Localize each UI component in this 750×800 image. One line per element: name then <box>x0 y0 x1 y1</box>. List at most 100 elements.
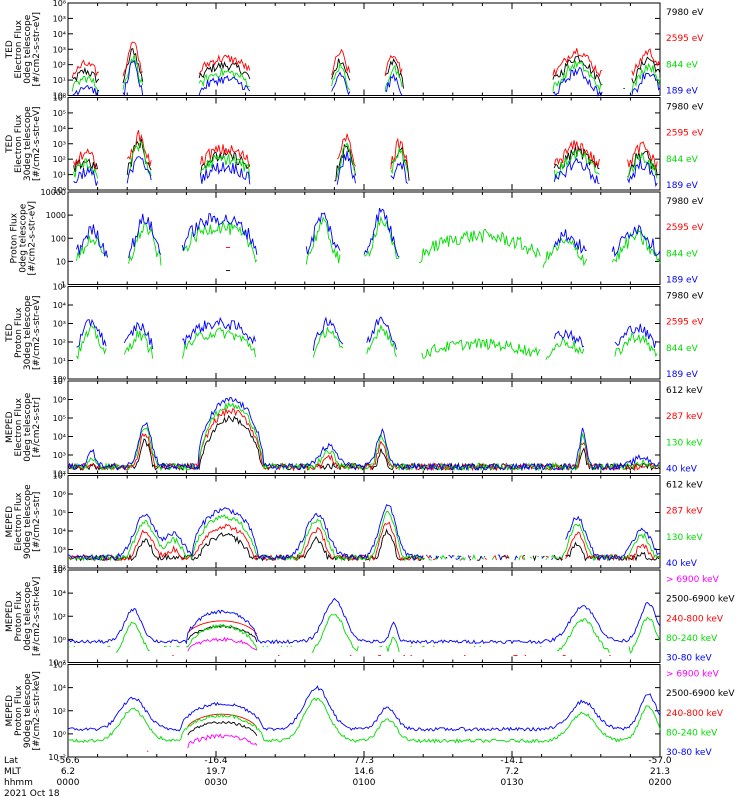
y-tick-label: 10⁰ <box>53 186 66 195</box>
series-line-30-80-kev <box>67 597 661 645</box>
legend-entry: 2595 eV <box>666 223 704 233</box>
y-axis-label-line: 30deg telescope <box>23 295 33 370</box>
y-tick-label: 10⁸ <box>53 0 66 8</box>
series-line-844-ev <box>76 215 661 268</box>
legend-entry: 844 eV <box>666 60 699 70</box>
y-axis-label-line: 30deg telescope <box>23 106 33 181</box>
legend-entry: 40 keV <box>666 559 698 569</box>
y-tick-label: 100 <box>51 234 66 243</box>
x-tick-label-mlt: 6.2 <box>61 767 75 777</box>
chart-panel-8: MEPED Proton Flux 90deg telescope [#/cm2-s-… <box>5 661 735 763</box>
y-tick-label: 10⁴ <box>53 301 66 310</box>
x-tick-label-lat: -57.0 <box>648 756 672 766</box>
y-tick-label: 10² <box>53 155 66 164</box>
series-line-40-kev <box>67 504 660 562</box>
y-tick-label: 10⁵ <box>53 283 66 292</box>
y-axis-label-line: MEPED <box>5 506 15 538</box>
x-tick-label-hhmm: 0000 <box>57 778 80 788</box>
x-tick-label-hhmm: 0100 <box>353 778 376 788</box>
legend-entry: 240-800 keV <box>666 709 724 719</box>
y-tick-label: 10³ <box>53 451 66 460</box>
y-tick-label: 10³ <box>53 45 66 54</box>
y-axis-label-line: Proton Flux <box>14 590 24 641</box>
x-tick-label-hhmm: 0030 <box>205 778 228 788</box>
legend-entry: 80-240 keV <box>666 634 718 644</box>
series-line-80-240-kev <box>67 697 661 744</box>
plot-frame <box>67 286 661 380</box>
series-line-2595-ev <box>71 41 661 78</box>
x-tick-label-mlt: 19.7 <box>206 767 226 777</box>
legend-entry: 189 eV <box>666 87 699 97</box>
legend-entry: 2595 eV <box>666 129 704 139</box>
legend-entry: 30-80 keV <box>666 748 712 758</box>
y-axis-label-line: [#/cm2-s-str-eV] <box>32 12 42 87</box>
x-tick-label-lat: -14.1 <box>500 756 523 766</box>
series-line-189-ev <box>73 150 658 188</box>
legend-entry: 844 eV <box>666 249 699 259</box>
plot-frame <box>67 569 661 663</box>
chart-panel-7: MEPED Proton Flux 0deg telescope [#/cm2-s-s… <box>5 566 735 668</box>
y-axis-label-line: [#/cm2-s-str-keV] <box>32 577 42 656</box>
y-tick-label: 10³ <box>53 546 66 555</box>
y-axis-label-line: [#/cm2-s-str-keV] <box>32 671 42 750</box>
y-axis-label-line: MEPED <box>5 411 15 443</box>
y-tick-label: 10⁰ <box>53 730 66 739</box>
y-tick-label: 10⁻² <box>48 753 66 762</box>
legend-entry: > 6900 keV <box>666 575 720 585</box>
legend-entry: 40 keV <box>666 465 698 475</box>
legend-entry: 612 keV <box>666 481 703 491</box>
legend-entry: 7980 eV <box>666 292 704 302</box>
x-tick-label-lat: -16.4 <box>204 756 228 766</box>
y-tick-label: 10² <box>53 61 66 70</box>
y-axis-label-line: 90deg telescope <box>23 673 33 748</box>
y-axis-label-line: [#/cm2-s-str] <box>32 397 42 457</box>
legend-entry: 2595 eV <box>666 318 704 328</box>
y-axis-label-line: Proton Flux <box>10 212 20 263</box>
legend-entry: 2500-6900 keV <box>666 689 735 699</box>
y-axis-label-line: [#/cm2-s-str-eV] <box>32 106 42 181</box>
x-tick-label-mlt: 7.2 <box>505 767 519 777</box>
y-axis-label-line: 0deg telescope <box>23 581 33 651</box>
x-tick-label-lat: -56.6 <box>56 756 80 766</box>
x-tick-label-mlt: 21.3 <box>650 767 670 777</box>
y-axis-label-line: 0deg telescope <box>19 203 29 273</box>
y-tick-label: 10² <box>53 338 66 347</box>
y-axis-label-line: [#/cm2-s-str-eV] <box>28 201 38 276</box>
y-axis-label-line: Proton Flux <box>14 307 24 358</box>
y-tick-label: 10³ <box>53 140 66 149</box>
y-axis-label-line: Electron Flux <box>14 492 24 551</box>
y-tick-label: 10000 <box>41 188 66 197</box>
series-line-844-ev <box>73 141 658 180</box>
y-axis-label-line: TED <box>5 135 15 154</box>
x-row-label-lat: Lat <box>4 756 19 766</box>
legend-entry: 189 eV <box>666 276 699 286</box>
y-tick-label: 10² <box>53 564 66 573</box>
chart-panel-1: TED Electron Flux 0deg telescope [#/cm2-s-s… <box>5 0 704 101</box>
y-tick-label: 10¹ <box>53 357 66 366</box>
y-tick-label: 10⁶ <box>53 94 66 103</box>
plot-frame <box>67 380 661 474</box>
legend-entry: 287 keV <box>666 507 703 517</box>
y-tick-label: 10² <box>53 470 66 479</box>
series-line-844-ev <box>76 325 658 360</box>
y-tick-label: 10¹ <box>53 76 66 85</box>
y-tick-label: 10⁶ <box>53 396 66 405</box>
y-tick-label: 10⁴ <box>53 589 66 598</box>
y-tick-label: 10² <box>53 612 66 621</box>
legend-entry: 2500-6900 keV <box>666 595 735 605</box>
series-line-189-ev <box>71 59 661 98</box>
series-line--6900-kev <box>187 636 258 652</box>
y-tick-label: 10³ <box>53 14 66 23</box>
y-tick-label: 10⁰ <box>53 635 66 644</box>
y-axis-label-line: Electron Flux <box>14 19 24 78</box>
chart-panel-4: TED Proton Flux 30deg telescope [#/cm2-s-st… <box>5 283 704 385</box>
chart-panel-3: Proton Flux 0deg telescope [#/cm2-s-str-eV… <box>10 188 705 290</box>
y-tick-label: 10³ <box>53 320 66 329</box>
y-tick-label: 10⁰ <box>53 375 66 384</box>
plot-frame <box>67 664 661 758</box>
legend-entry: 844 eV <box>666 155 699 165</box>
legend-entry: 130 keV <box>666 438 703 448</box>
y-axis-label-line: Electron Flux <box>14 397 24 456</box>
